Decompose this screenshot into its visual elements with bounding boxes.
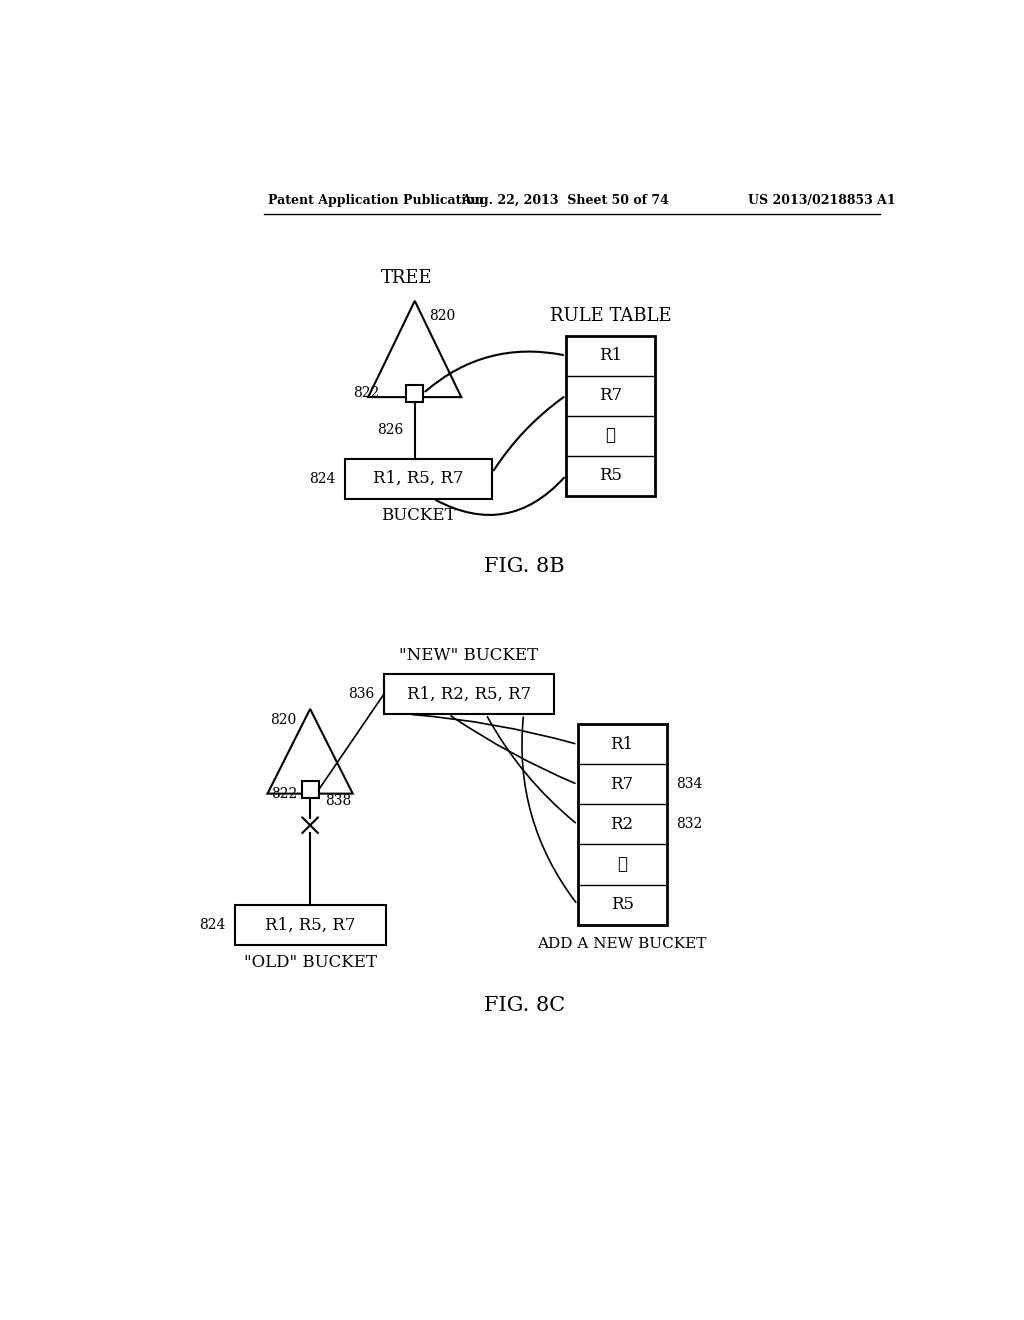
Text: 822: 822 (353, 387, 379, 400)
Text: R1, R2, R5, R7: R1, R2, R5, R7 (407, 686, 531, 702)
Text: R7: R7 (610, 776, 634, 793)
Text: RULE TABLE: RULE TABLE (550, 308, 672, 325)
Text: 826: 826 (377, 424, 403, 437)
Text: R1, R5, R7: R1, R5, R7 (265, 917, 355, 933)
Text: Aug. 22, 2013  Sheet 50 of 74: Aug. 22, 2013 Sheet 50 of 74 (461, 194, 669, 207)
Bar (384, 675, 554, 714)
Bar (302, 781, 318, 799)
Text: R1, R5, R7: R1, R5, R7 (374, 470, 464, 487)
Text: FIG. 8B: FIG. 8B (484, 557, 565, 576)
Text: R7: R7 (599, 387, 622, 404)
Text: "OLD" BUCKET: "OLD" BUCKET (244, 954, 377, 970)
Text: "NEW" BUCKET: "NEW" BUCKET (399, 647, 539, 664)
Bar (407, 385, 423, 401)
Text: R5: R5 (599, 467, 622, 484)
Text: TREE: TREE (381, 269, 433, 286)
Text: Patent Application Publication: Patent Application Publication (267, 194, 483, 207)
Bar (566, 335, 655, 495)
Text: 834: 834 (676, 777, 702, 792)
Text: 822: 822 (271, 787, 298, 801)
Text: 824: 824 (199, 919, 225, 932)
Text: ADD A NEW BUCKET: ADD A NEW BUCKET (538, 937, 707, 950)
Text: 832: 832 (676, 817, 702, 832)
Text: 838: 838 (325, 795, 351, 808)
Text: R5: R5 (610, 896, 634, 913)
Text: 820: 820 (429, 309, 455, 323)
Text: BUCKET: BUCKET (381, 507, 456, 524)
Text: R2: R2 (610, 816, 634, 833)
Bar (234, 906, 386, 945)
Bar (345, 459, 493, 499)
Bar (578, 725, 667, 924)
Text: 820: 820 (270, 714, 296, 727)
Text: 824: 824 (309, 471, 336, 486)
Text: 836: 836 (348, 688, 375, 701)
Text: R1: R1 (599, 347, 622, 364)
Text: ⋯: ⋯ (617, 855, 627, 873)
Text: US 2013/0218853 A1: US 2013/0218853 A1 (748, 194, 896, 207)
Text: FIG. 8C: FIG. 8C (484, 995, 565, 1015)
Text: ⋯: ⋯ (605, 428, 615, 444)
Text: R1: R1 (610, 735, 634, 752)
